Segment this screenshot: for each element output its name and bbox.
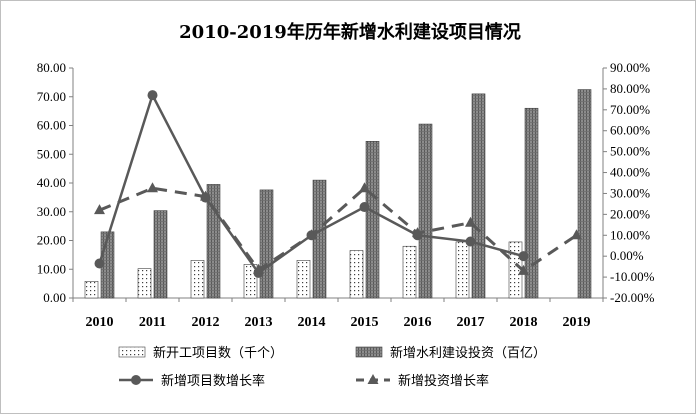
bar-new-projects	[455, 241, 470, 299]
legend-label: 新增投资增长率	[398, 373, 489, 389]
y-right-tick-label: 30.00%	[610, 185, 650, 200]
x-tick-label: 2015	[351, 315, 379, 330]
bar-new-investment	[418, 123, 433, 299]
legend-item: 新增水利建设投资（百亿）	[355, 345, 546, 361]
bar-new-projects	[190, 260, 205, 299]
point-projects-growth	[465, 236, 476, 247]
point-investment-growth	[94, 204, 105, 215]
point-projects-growth	[147, 90, 158, 101]
lines	[94, 90, 582, 278]
bar-new-projects	[296, 260, 311, 299]
legend-item: 新开工项目数（千个）	[118, 345, 283, 361]
x-tick-label: 2011	[139, 315, 166, 330]
x-tick-label: 2012	[192, 315, 220, 330]
point-investment-growth	[147, 182, 158, 193]
bar-new-projects	[349, 250, 364, 299]
y-right-tick-label: 0.00%	[610, 248, 644, 263]
point-investment-growth	[359, 182, 370, 193]
legend-circle-marker	[131, 375, 141, 385]
point-projects-growth	[94, 258, 105, 269]
point-investment-growth	[253, 263, 264, 274]
point-investment-growth	[412, 227, 423, 238]
legend-label: 新开工项目数（千个）	[153, 345, 283, 361]
y-right-tick-label: 70.00%	[610, 102, 650, 117]
point-projects-growth	[359, 202, 370, 213]
y-left-tick-label: 10.00	[37, 261, 66, 276]
axes: 0.00 10.00 20.00 30.00 40.00 50.00 60.00 70.00 8…	[37, 60, 655, 330]
point-investment-growth	[306, 229, 317, 240]
y-left-tick-label: 40.00	[37, 175, 66, 190]
y-right-tick-label: 50.00%	[610, 144, 650, 159]
x-tick-label: 2014	[298, 315, 326, 330]
bar-new-projects	[137, 268, 152, 299]
x-tick-label: 2013	[245, 315, 273, 330]
legend-label: 新增项目数增长率	[161, 373, 265, 389]
bar-new-investment	[577, 89, 592, 299]
chart-title: 2010-2019年历年新增水利建设项目情况	[179, 21, 521, 43]
point-projects-growth	[518, 251, 529, 262]
bar-new-projects	[402, 245, 417, 299]
y-right-tick-label: 90.00%	[610, 60, 650, 75]
legend-triangle-marker	[367, 374, 379, 384]
legend: 新开工项目数（千个） 新增水利建设投资（百亿） 新增项目数增长率 新增投资增长率	[118, 345, 546, 389]
bar-new-investment	[471, 93, 486, 299]
y-right-tick-label: 10.00%	[610, 227, 650, 242]
y-left-tick-label: 30.00	[37, 204, 66, 219]
legend-swatch-dots	[118, 346, 146, 358]
line-investment-growth	[98, 186, 578, 273]
bar-new-investment	[524, 107, 539, 299]
x-tick-label: 2010	[86, 315, 114, 330]
x-tick-label: 2018	[510, 315, 538, 330]
y-left-tick-label: 60.00	[37, 118, 66, 133]
y-right-tick-label: 20.00%	[610, 206, 650, 221]
y-right-tick-label: 60.00%	[610, 123, 650, 138]
bar-new-investment	[259, 189, 274, 299]
legend-item: 新增项目数增长率	[119, 373, 265, 389]
y-right-tick-label: -10.00%	[610, 269, 655, 284]
x-tick-label: 2017	[457, 315, 485, 330]
legend-label: 新增水利建设投资（百亿）	[390, 345, 546, 361]
y-left-tick-label: 70.00	[37, 89, 66, 104]
y-left-tick-label: 80.00	[37, 60, 66, 75]
y-left-tick-label: 0.00	[43, 290, 66, 305]
bar-new-investment	[153, 210, 168, 299]
point-investment-growth	[518, 264, 529, 275]
bar-new-investment	[365, 141, 380, 299]
legend-swatch-hatch	[355, 346, 383, 358]
x-tick-label: 2019	[563, 315, 591, 330]
y-left-tick-label: 20.00	[37, 233, 66, 248]
y-right-tick-label: 40.00%	[610, 165, 650, 180]
legend-item: 新增投资增长率	[356, 373, 489, 389]
bar-new-projects	[508, 241, 523, 299]
point-investment-growth	[200, 190, 211, 201]
y-left-tick-label: 50.00	[37, 146, 66, 161]
y-right-tick-label: 80.00%	[610, 81, 650, 96]
point-investment-growth	[571, 229, 582, 240]
bars	[84, 89, 592, 299]
x-tick-label: 2016	[404, 315, 432, 330]
y-right-tick-label: -20.00%	[610, 290, 655, 305]
point-investment-growth	[465, 216, 476, 227]
bar-new-projects	[84, 281, 99, 299]
